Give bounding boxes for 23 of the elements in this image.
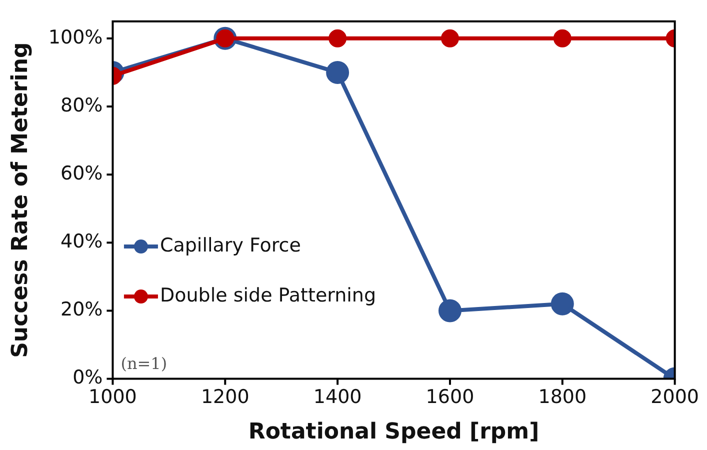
y-axis-title: Success Rate of Metering — [8, 42, 33, 358]
x-tick-label: 2000 — [650, 386, 700, 408]
x-tick-label: 1200 — [200, 386, 250, 408]
x-tick-label: 1400 — [313, 386, 362, 408]
point — [328, 29, 347, 48]
x-tick-label: 1800 — [538, 386, 587, 408]
point — [326, 60, 350, 84]
point — [438, 299, 462, 322]
y-tick-label: 100% — [48, 26, 103, 48]
annotation: (n=1) — [120, 354, 168, 373]
x-tick-label: 1000 — [88, 386, 137, 408]
y-tick-label: 20% — [60, 298, 103, 321]
x-tick-label: 1600 — [426, 386, 474, 408]
y-tick-label: 80% — [60, 94, 103, 116]
point — [440, 29, 459, 48]
y-tick-label: 60% — [60, 162, 103, 185]
y-tick-label: 40% — [60, 230, 103, 253]
point — [553, 29, 572, 48]
x-axis-title: Rotational Speed [rpm] — [248, 420, 540, 445]
legend-label: Capillary Force — [160, 234, 301, 256]
legend-label: Double side Patterning — [160, 284, 376, 306]
y-tick-label: 0% — [72, 366, 103, 389]
point — [550, 292, 574, 316]
